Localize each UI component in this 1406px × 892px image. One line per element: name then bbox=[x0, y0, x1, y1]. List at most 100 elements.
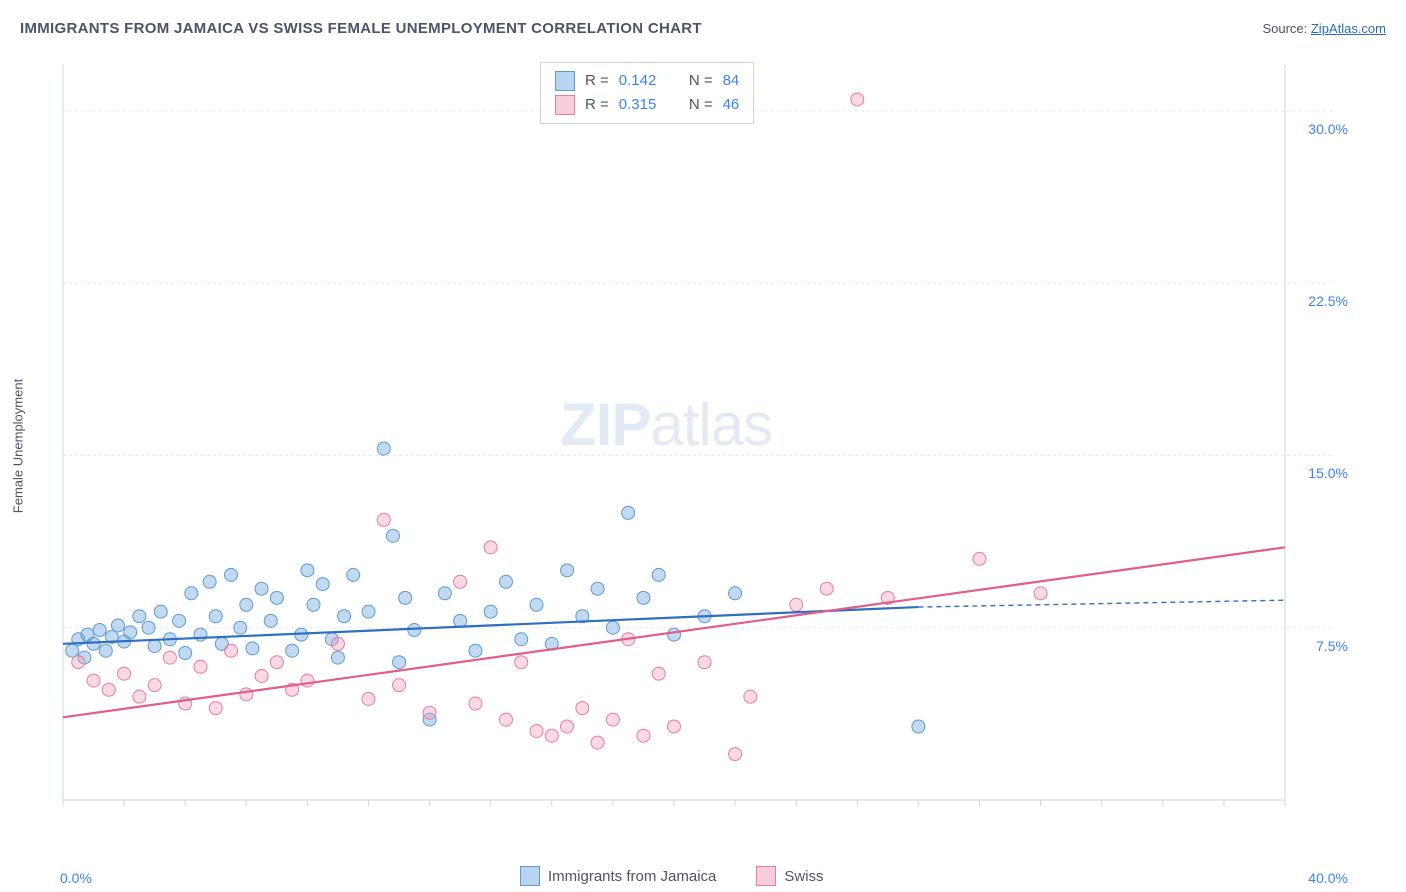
scatter-point bbox=[377, 442, 390, 455]
scatter-point bbox=[307, 598, 320, 611]
scatter-point bbox=[744, 690, 757, 703]
scatter-point bbox=[377, 513, 390, 526]
scatter-point bbox=[286, 644, 299, 657]
scatter-point bbox=[576, 702, 589, 715]
series-legend-item: Immigrants from Jamaica bbox=[520, 866, 716, 886]
scatter-point bbox=[393, 679, 406, 692]
trend-line-extrapolated bbox=[918, 600, 1285, 607]
scatter-point bbox=[118, 667, 131, 680]
scatter-point bbox=[408, 624, 421, 637]
legend-r-label: R = bbox=[585, 69, 609, 93]
scatter-point bbox=[270, 591, 283, 604]
scatter-point bbox=[225, 568, 238, 581]
scatter-point bbox=[301, 564, 314, 577]
series-legend: Immigrants from Jamaica Swiss bbox=[520, 866, 824, 886]
scatter-point bbox=[179, 647, 192, 660]
trend-line bbox=[63, 547, 1285, 717]
legend-n-label: N = bbox=[689, 93, 713, 117]
scatter-point bbox=[234, 621, 247, 634]
scatter-point bbox=[338, 610, 351, 623]
x-axis-max: 40.0% bbox=[1308, 870, 1348, 886]
legend-r-value: 0.142 bbox=[619, 69, 657, 93]
scatter-plot-svg bbox=[55, 55, 1345, 835]
scatter-point bbox=[111, 619, 124, 632]
series-legend-item: Swiss bbox=[756, 866, 823, 886]
scatter-point bbox=[912, 720, 925, 733]
legend-n-label: N = bbox=[689, 69, 713, 93]
scatter-point bbox=[851, 93, 864, 106]
scatter-point bbox=[561, 564, 574, 577]
scatter-point bbox=[606, 713, 619, 726]
scatter-point bbox=[698, 656, 711, 669]
scatter-point bbox=[99, 644, 112, 657]
scatter-point bbox=[484, 541, 497, 554]
legend-swatch bbox=[756, 866, 776, 886]
scatter-point bbox=[591, 736, 604, 749]
scatter-point bbox=[820, 582, 833, 595]
scatter-point bbox=[637, 729, 650, 742]
scatter-point bbox=[515, 656, 528, 669]
scatter-point bbox=[173, 614, 186, 627]
scatter-point bbox=[316, 578, 329, 591]
scatter-point bbox=[386, 529, 399, 542]
legend-row: R = 0.315 N = 46 bbox=[555, 93, 739, 117]
x-axis-min: 0.0% bbox=[60, 870, 92, 886]
y-tick-label: 30.0% bbox=[1308, 121, 1348, 137]
legend-n-value: 84 bbox=[723, 69, 740, 93]
y-tick-label: 7.5% bbox=[1316, 638, 1348, 654]
scatter-point bbox=[668, 628, 681, 641]
scatter-point bbox=[148, 640, 161, 653]
scatter-point bbox=[423, 706, 436, 719]
scatter-point bbox=[454, 575, 467, 588]
series-label: Swiss bbox=[784, 868, 823, 885]
chart-area bbox=[55, 55, 1345, 835]
scatter-point bbox=[484, 605, 497, 618]
scatter-point bbox=[87, 674, 100, 687]
scatter-point bbox=[652, 568, 665, 581]
scatter-point bbox=[72, 656, 85, 669]
correlation-legend: R = 0.142 N = 84R = 0.315 N = 46 bbox=[540, 62, 754, 124]
scatter-point bbox=[142, 621, 155, 634]
scatter-point bbox=[652, 667, 665, 680]
y-tick-label: 15.0% bbox=[1308, 465, 1348, 481]
scatter-point bbox=[790, 598, 803, 611]
legend-row: R = 0.142 N = 84 bbox=[555, 69, 739, 93]
scatter-point bbox=[668, 720, 681, 733]
scatter-point bbox=[264, 614, 277, 627]
scatter-point bbox=[561, 720, 574, 733]
source-attribution: Source: ZipAtlas.com bbox=[1262, 21, 1386, 36]
legend-swatch bbox=[555, 95, 575, 115]
scatter-point bbox=[331, 637, 344, 650]
scatter-point bbox=[270, 656, 283, 669]
scatter-point bbox=[240, 688, 253, 701]
scatter-point bbox=[93, 624, 106, 637]
scatter-point bbox=[499, 575, 512, 588]
scatter-point bbox=[66, 644, 79, 657]
scatter-point bbox=[347, 568, 360, 581]
scatter-point bbox=[637, 591, 650, 604]
scatter-point bbox=[185, 587, 198, 600]
scatter-point bbox=[393, 656, 406, 669]
scatter-point bbox=[203, 575, 216, 588]
scatter-point bbox=[225, 644, 238, 657]
scatter-point bbox=[301, 674, 314, 687]
chart-title: IMMIGRANTS FROM JAMAICA VS SWISS FEMALE … bbox=[20, 20, 702, 37]
scatter-point bbox=[499, 713, 512, 726]
legend-r-value: 0.315 bbox=[619, 93, 657, 117]
legend-n-value: 46 bbox=[723, 93, 740, 117]
scatter-point bbox=[163, 651, 176, 664]
scatter-point bbox=[102, 683, 115, 696]
scatter-point bbox=[622, 506, 635, 519]
y-axis-label: Female Unemployment bbox=[11, 379, 26, 513]
scatter-point bbox=[133, 690, 146, 703]
scatter-point bbox=[591, 582, 604, 595]
scatter-point bbox=[530, 598, 543, 611]
source-link[interactable]: ZipAtlas.com bbox=[1311, 21, 1386, 36]
scatter-point bbox=[331, 651, 344, 664]
scatter-point bbox=[255, 582, 268, 595]
scatter-point bbox=[148, 679, 161, 692]
scatter-point bbox=[209, 702, 222, 715]
scatter-point bbox=[124, 626, 137, 639]
scatter-point bbox=[1034, 587, 1047, 600]
scatter-point bbox=[469, 644, 482, 657]
